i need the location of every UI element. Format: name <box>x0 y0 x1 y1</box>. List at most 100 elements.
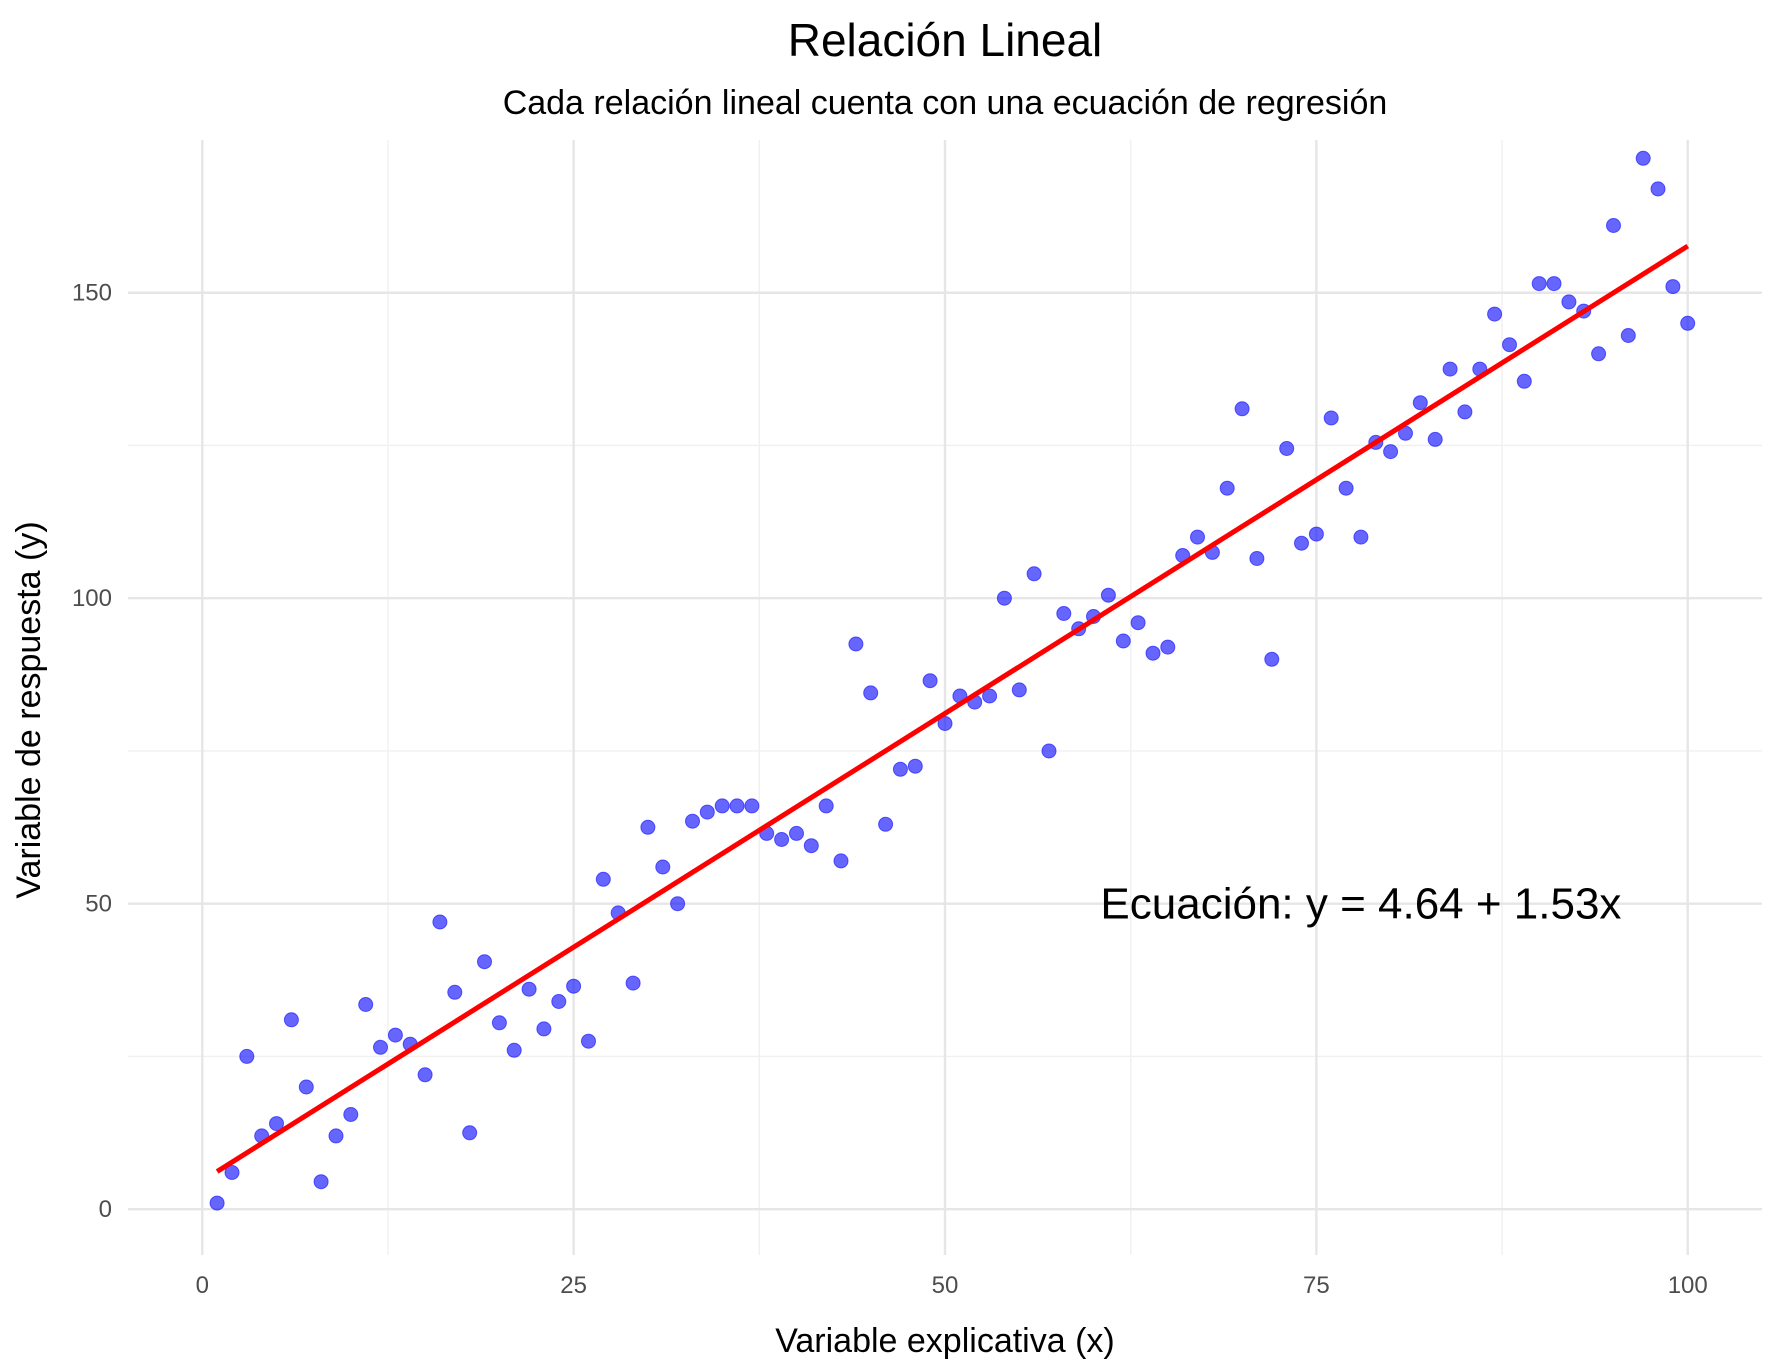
data-point <box>982 688 998 704</box>
data-point <box>1502 337 1517 353</box>
data-point <box>1011 682 1027 698</box>
data-point <box>878 816 894 832</box>
data-points <box>209 150 1696 1211</box>
data-point <box>358 997 374 1012</box>
data-point <box>1650 181 1666 197</box>
data-point <box>1591 346 1607 362</box>
data-point <box>1323 410 1339 426</box>
regression-line-group <box>215 243 1690 1174</box>
data-point <box>447 984 463 1000</box>
data-point <box>1130 615 1146 631</box>
data-point <box>1546 276 1562 292</box>
data-point <box>670 896 686 912</box>
data-point <box>789 825 804 841</box>
data-point <box>313 1174 329 1190</box>
data-point <box>506 1042 522 1058</box>
data-point <box>1635 150 1651 166</box>
x-tick-label: 50 <box>932 1272 959 1299</box>
data-point <box>848 636 864 652</box>
data-point <box>655 859 671 875</box>
data-point <box>566 978 582 994</box>
chart-title: Relación Lineal <box>788 14 1103 66</box>
data-point <box>1100 587 1116 603</box>
data-point <box>937 716 953 731</box>
data-point <box>729 798 745 814</box>
data-point <box>1115 633 1131 649</box>
x-tick-label: 0 <box>196 1272 209 1299</box>
data-point <box>996 590 1012 606</box>
data-point <box>744 798 760 814</box>
data-point <box>1160 639 1176 655</box>
data-point <box>417 1067 433 1083</box>
data-point <box>1680 315 1696 331</box>
data-point <box>269 1116 284 1132</box>
data-point <box>1249 551 1265 566</box>
data-point <box>1294 535 1309 551</box>
data-point <box>1308 526 1324 542</box>
data-point <box>1427 431 1443 447</box>
x-tick-label: 25 <box>560 1272 587 1299</box>
data-point <box>328 1128 344 1144</box>
data-point <box>1442 361 1458 377</box>
data-point <box>1383 444 1399 460</box>
data-point <box>209 1195 225 1211</box>
grid-lines <box>128 140 1762 1255</box>
data-point <box>1279 441 1295 456</box>
data-point <box>491 1015 507 1031</box>
y-tick-label: 100 <box>72 585 112 612</box>
x-axis-title: Variable explicativa (x) <box>775 1322 1115 1360</box>
data-point <box>1353 529 1369 545</box>
data-point <box>462 1125 478 1141</box>
data-point <box>239 1048 255 1064</box>
data-point <box>1041 743 1057 759</box>
data-point <box>892 761 908 777</box>
data-point <box>536 1021 552 1037</box>
x-tick-label: 100 <box>1668 1272 1708 1299</box>
tick-labels: 0 25 50 75 100 0 50 100 150 <box>72 280 1708 1299</box>
data-point <box>1056 606 1072 621</box>
chart-subtitle: Cada relación lineal cuenta con una ecua… <box>503 84 1388 122</box>
data-point <box>1264 651 1280 667</box>
data-point <box>1234 401 1250 417</box>
data-point <box>432 914 448 930</box>
data-point <box>373 1039 388 1055</box>
data-point <box>1516 373 1532 389</box>
data-point <box>551 994 567 1009</box>
data-point <box>774 832 790 847</box>
data-point <box>907 758 923 774</box>
y-axis-title: Variable de respuesta (y) <box>10 521 48 898</box>
data-point <box>1531 276 1547 292</box>
data-point <box>1606 218 1621 233</box>
data-point <box>1457 404 1473 420</box>
data-point <box>625 975 641 991</box>
y-tick-label: 150 <box>72 280 112 307</box>
data-point <box>1665 279 1681 295</box>
data-point <box>922 673 938 689</box>
data-point <box>521 981 537 997</box>
data-point <box>1026 566 1042 582</box>
y-tick-label: 50 <box>85 891 112 918</box>
data-point <box>1190 529 1205 545</box>
data-point <box>298 1079 314 1095</box>
regression-equation-annotation: Ecuación: y = 4.64 + 1.53x <box>1100 880 1621 929</box>
data-point <box>1620 328 1636 343</box>
data-point <box>581 1033 596 1049</box>
data-point <box>1561 294 1577 310</box>
y-tick-label: 0 <box>99 1196 112 1223</box>
data-point <box>818 798 834 814</box>
data-point <box>640 819 656 835</box>
x-tick-label: 75 <box>1303 1272 1330 1299</box>
data-point <box>1145 645 1161 661</box>
data-point <box>224 1165 240 1180</box>
data-point <box>387 1027 403 1043</box>
data-point <box>863 685 879 701</box>
data-point <box>1487 306 1503 322</box>
data-point <box>477 954 492 970</box>
data-point <box>283 1012 299 1028</box>
data-point <box>343 1107 359 1122</box>
data-point <box>1412 395 1428 411</box>
data-point <box>714 798 730 814</box>
data-point <box>699 804 715 820</box>
